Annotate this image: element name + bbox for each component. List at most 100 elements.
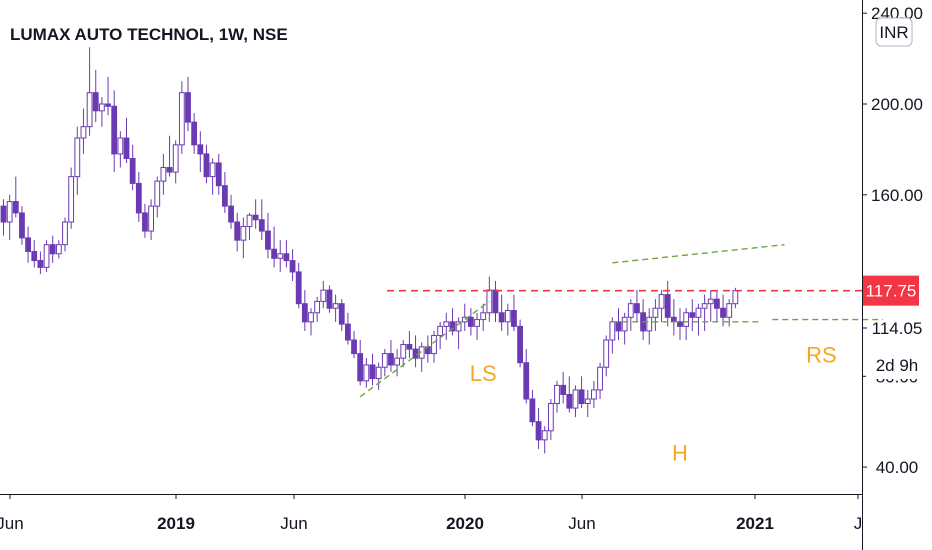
candle-body [80, 126, 87, 139]
candle-body [523, 362, 530, 400]
candle-body [117, 137, 124, 155]
candle [381, 349, 388, 377]
candle-body [511, 310, 517, 327]
candle [37, 251, 44, 275]
price-tick-label: 40.00 [876, 458, 919, 477]
marker-price-label: 114.05 [872, 319, 923, 338]
candle-body [461, 316, 468, 323]
candle-body [381, 353, 388, 368]
candle-body [517, 325, 524, 364]
pattern-label: RS [806, 343, 837, 368]
candle [443, 312, 450, 340]
candle [283, 240, 290, 268]
candle [627, 299, 634, 331]
candle-body [492, 289, 499, 314]
candle-body [498, 312, 505, 323]
candle-body [449, 321, 456, 332]
candle-body [191, 121, 198, 146]
candle-body [369, 364, 376, 380]
candle [86, 47, 93, 136]
candle-body [572, 389, 579, 409]
candle-body [338, 303, 345, 325]
time-tick-label: Jun [0, 514, 24, 533]
candle [49, 235, 56, 263]
candle-body [468, 316, 474, 327]
candle-body [695, 307, 702, 318]
candle [117, 131, 124, 168]
candle [301, 290, 308, 331]
candle-body [301, 303, 308, 323]
candle-body [160, 167, 167, 182]
candles-group [0, 47, 739, 454]
candle [31, 240, 38, 268]
candle-body [597, 366, 603, 391]
candle [12, 176, 19, 218]
pattern-label: H [672, 440, 688, 465]
candle-body [19, 212, 25, 239]
candle-body [591, 389, 597, 400]
candle-body [228, 205, 234, 223]
candle [55, 240, 62, 259]
candle-body [105, 103, 111, 107]
candle [511, 294, 517, 331]
time-tick-label: Jun [568, 514, 595, 533]
candle [707, 290, 714, 322]
candle [431, 330, 437, 363]
candle [222, 172, 228, 213]
candle [203, 144, 210, 184]
candle [615, 308, 622, 340]
candle-body [215, 162, 222, 187]
candle-body [437, 325, 444, 336]
candle [252, 199, 259, 229]
candle-body [203, 153, 210, 178]
candle [449, 308, 456, 336]
candle [191, 113, 198, 154]
candle [535, 408, 542, 449]
candle [363, 358, 370, 388]
candle-body [154, 180, 161, 207]
candle [646, 308, 653, 345]
candle-body [49, 244, 56, 255]
candle-body [455, 321, 462, 332]
currency-button[interactable]: INR [875, 17, 913, 47]
candle [209, 158, 216, 195]
candle [517, 319, 524, 368]
candle-body [62, 221, 68, 246]
candle [369, 353, 376, 386]
candle [154, 176, 161, 218]
candle [400, 340, 407, 368]
candle [105, 76, 111, 116]
candle-body [664, 294, 671, 318]
candle [99, 97, 105, 127]
candle [148, 199, 154, 241]
candle-body [283, 253, 290, 262]
candle [480, 303, 487, 331]
candle-body [197, 144, 204, 155]
candle-body [277, 253, 284, 259]
candle [234, 212, 241, 252]
candle [689, 299, 696, 331]
candle [62, 217, 68, 252]
candle-body [111, 105, 118, 155]
candle [332, 294, 339, 322]
candle-body [308, 312, 314, 323]
candle-body [332, 303, 339, 309]
candle-body [209, 162, 216, 178]
candle-body [172, 144, 179, 173]
candle [74, 126, 81, 195]
candle-body [634, 303, 640, 314]
candle [135, 172, 142, 222]
candle-body [363, 364, 370, 382]
candle [92, 69, 99, 123]
candle-body [43, 244, 50, 268]
candle-body [295, 271, 302, 305]
candle [560, 371, 567, 404]
candle [523, 349, 530, 404]
candle [271, 226, 278, 268]
candle-body [37, 260, 44, 268]
candle-body [615, 321, 622, 332]
candle [43, 240, 50, 272]
candle-body [431, 334, 437, 355]
candle [240, 217, 247, 259]
